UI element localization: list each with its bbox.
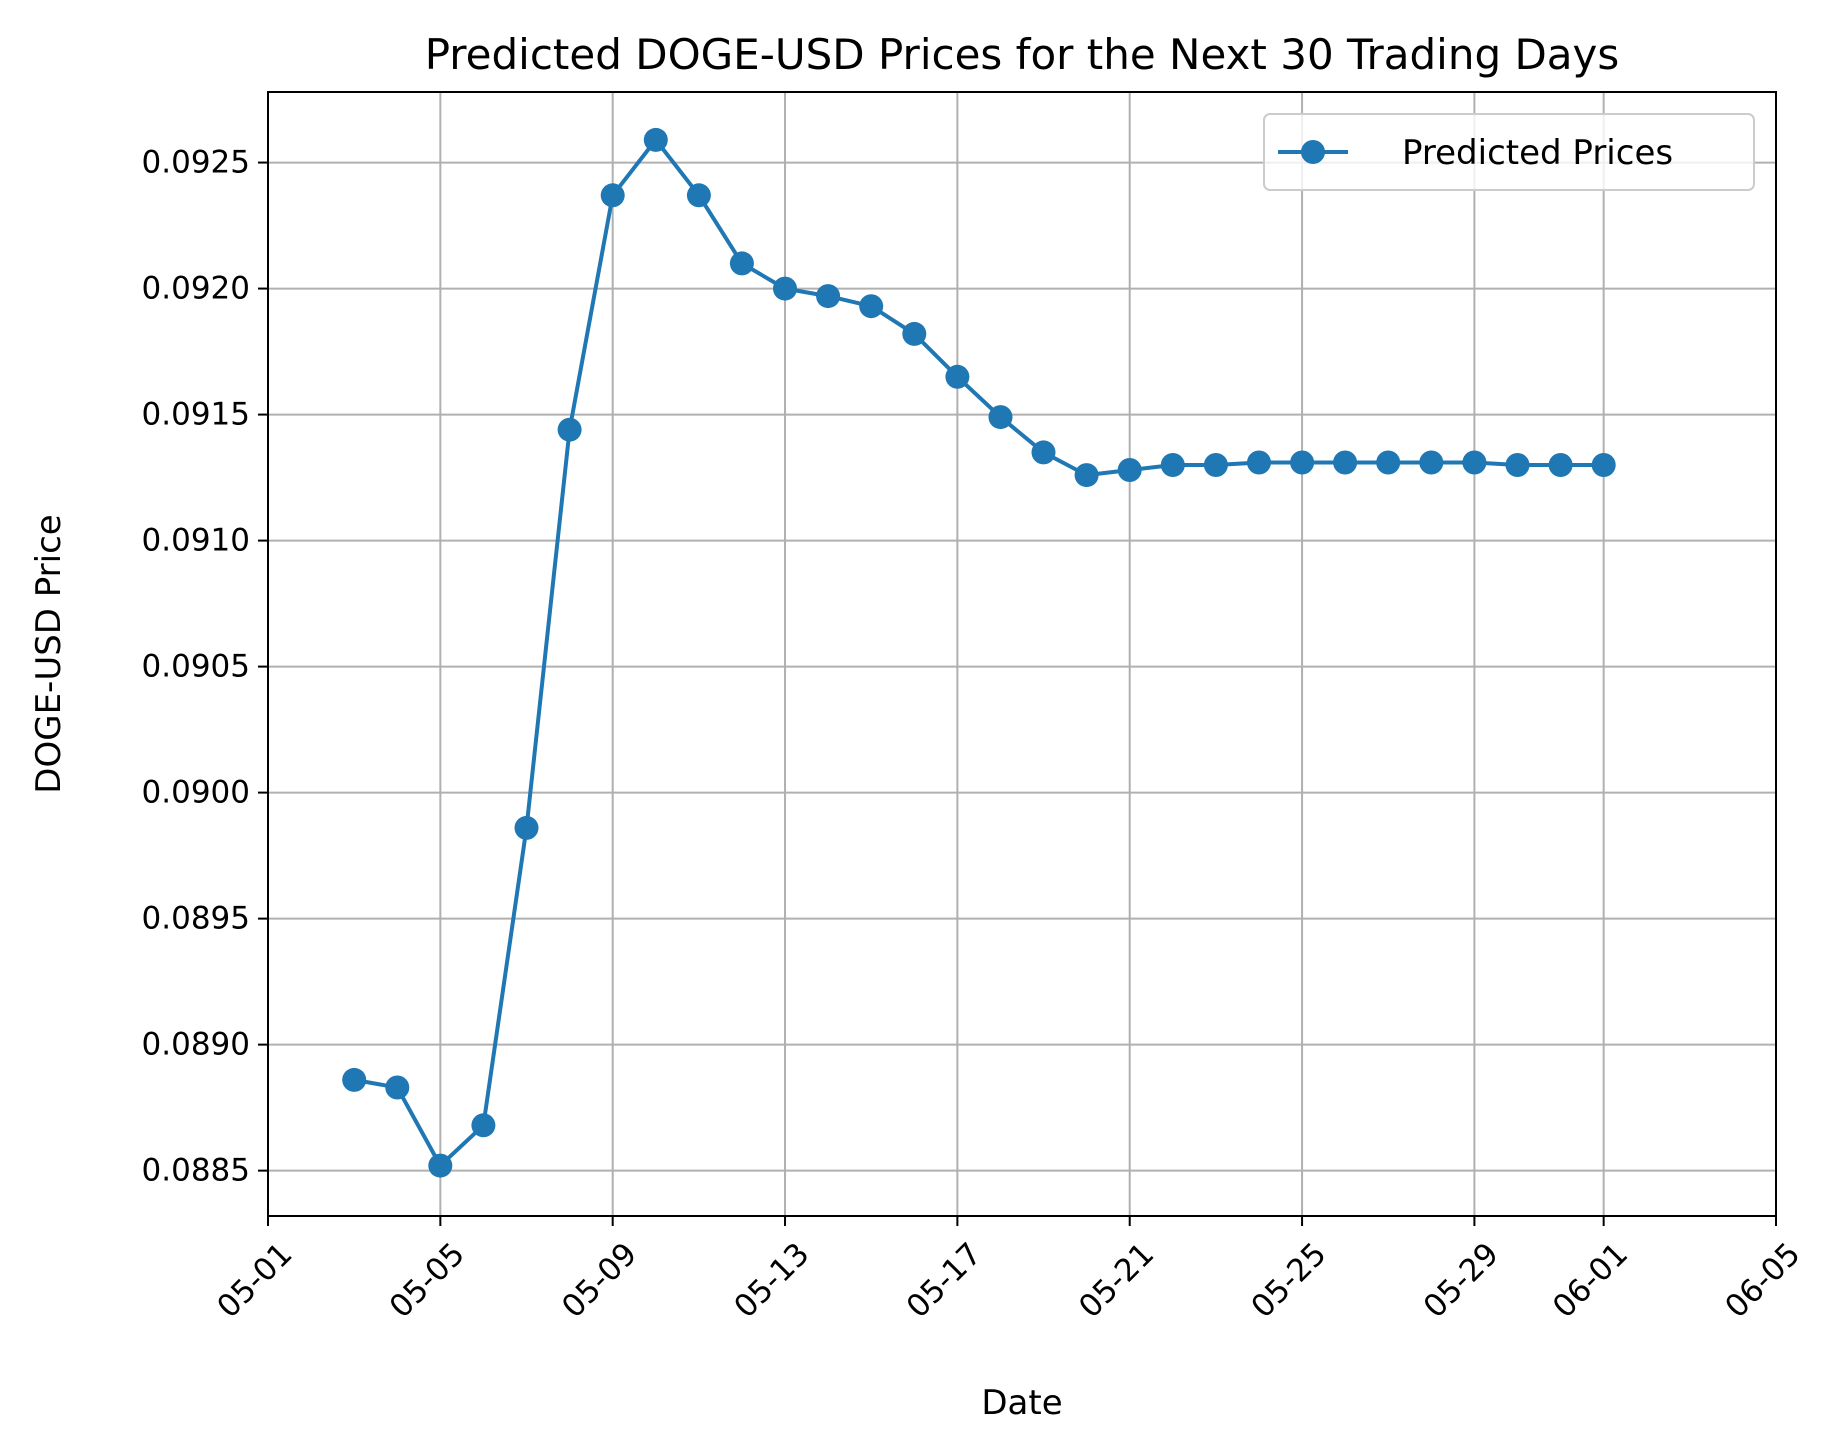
y-axis-label: DOGE-USD Price (29, 514, 69, 793)
data-point (1376, 450, 1401, 475)
series-line (353, 137, 1604, 1168)
data-point (1419, 450, 1444, 475)
data-point (1203, 453, 1228, 477)
series-layer (342, 127, 1616, 1178)
data-point (902, 321, 927, 346)
data-point (342, 1067, 367, 1092)
legend: Predicted Prices (1263, 113, 1755, 191)
x-tick-label: 05-05 (383, 1236, 472, 1325)
data-point (945, 364, 970, 389)
data-point (1290, 450, 1315, 475)
y-tick-label: 0.0915 (142, 397, 250, 433)
x-axis-label: Date (981, 1383, 1062, 1423)
x-tick-label: 05-01 (210, 1236, 299, 1325)
legend-point-marker (1301, 140, 1325, 164)
y-tick-label: 0.0900 (142, 775, 250, 811)
y-tick-label: 0.0885 (142, 1153, 250, 1189)
data-point (1548, 453, 1573, 477)
x-tick-label: 05-17 (900, 1236, 989, 1325)
data-point (686, 183, 711, 208)
x-tick-label: 05-21 (1072, 1236, 1161, 1325)
data-point (600, 183, 625, 208)
data-point (1031, 440, 1056, 465)
data-point (643, 127, 668, 152)
data-point (729, 251, 754, 276)
data-point (385, 1075, 410, 1100)
data-point (1505, 453, 1530, 477)
data-point (557, 417, 582, 442)
data-point (859, 294, 884, 319)
legend-label: Predicted Prices (1402, 133, 1673, 173)
data-point (428, 1153, 453, 1178)
data-point (816, 284, 841, 309)
axis-ticks: 05-01 05-05 05-09 05-13 05-17 05-21 05-25 05-29… (142, 145, 1808, 1326)
data-point (1247, 450, 1271, 475)
y-tick-label: 0.0925 (142, 145, 250, 181)
legend-box (1263, 113, 1755, 191)
x-tick-label: 05-13 (727, 1236, 816, 1325)
data-point (988, 405, 1013, 430)
x-tick-label: 05-25 (1244, 1236, 1333, 1325)
data-point (1074, 463, 1099, 488)
x-tick-label: 05-29 (1417, 1236, 1506, 1325)
y-tick-label: 0.0890 (142, 1027, 250, 1063)
y-tick-label: 0.0920 (142, 271, 250, 307)
data-point (471, 1113, 496, 1138)
chart-title: Predicted DOGE-USD Prices for the Next 3… (425, 30, 1620, 79)
grid (267, 92, 1777, 1216)
data-point (514, 815, 539, 840)
x-tick-label: 06-05 (1718, 1236, 1807, 1325)
y-tick-label: 0.0910 (142, 523, 250, 559)
data-point (1160, 453, 1185, 477)
x-tick-label: 05-09 (555, 1236, 644, 1325)
y-tick-label: 0.0895 (142, 901, 250, 937)
data-point (1117, 458, 1142, 482)
data-point (1591, 453, 1616, 477)
data-point (773, 276, 797, 301)
plot-area-frame (267, 91, 1777, 1217)
y-tick-label: 0.0905 (142, 649, 250, 685)
data-point (1333, 450, 1358, 475)
data-point (1462, 450, 1487, 475)
x-tick-label: 06-01 (1546, 1236, 1635, 1325)
